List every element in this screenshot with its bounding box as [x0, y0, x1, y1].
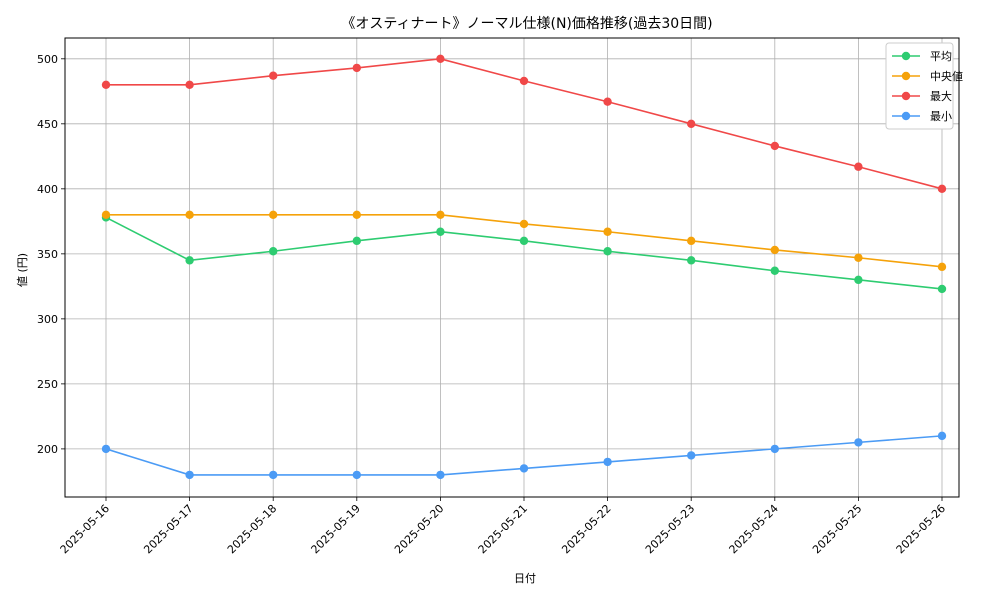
data-point	[687, 256, 696, 265]
y-tick-label: 300	[37, 313, 58, 326]
data-point	[269, 247, 278, 256]
data-point	[352, 236, 361, 246]
series-3	[101, 431, 947, 480]
data-point	[937, 284, 947, 294]
data-point	[185, 210, 194, 220]
data-point	[269, 71, 278, 80]
data-point	[436, 227, 445, 236]
data-point	[519, 236, 529, 246]
data-point	[352, 63, 361, 73]
data-point	[269, 470, 278, 480]
data-point	[352, 470, 361, 480]
grid-layer	[65, 38, 959, 497]
data-point	[352, 210, 361, 220]
data-point	[603, 457, 612, 467]
data-point	[101, 444, 111, 454]
data-point	[436, 470, 445, 480]
data-point	[854, 275, 863, 285]
x-tick-label: 2025-05-21	[476, 502, 530, 556]
data-point	[770, 444, 779, 454]
legend-label: 中央値	[930, 70, 963, 83]
legend-swatch-marker	[901, 91, 911, 101]
data-point	[603, 97, 612, 106]
series-layer	[101, 54, 947, 480]
data-point	[185, 470, 194, 480]
x-axis-label: 日付	[514, 572, 536, 585]
x-tick-label: 2025-05-19	[309, 502, 363, 556]
chart-title: 《オスティナート》ノーマル仕様(N)価格推移(過去30日間)	[341, 16, 712, 32]
data-point	[603, 227, 612, 236]
data-point	[770, 141, 779, 151]
x-tick-label: 2025-05-26	[894, 502, 948, 556]
data-point	[937, 431, 947, 441]
y-tick-label: 350	[37, 248, 58, 261]
legend-label: 最小	[930, 110, 952, 123]
data-point	[519, 76, 529, 86]
data-point	[519, 219, 529, 229]
data-point	[937, 184, 947, 194]
x-tick-label: 2025-05-22	[559, 502, 613, 556]
x-tick-label: 2025-05-24	[727, 502, 781, 556]
y-tick-label: 400	[37, 183, 58, 196]
data-point	[854, 438, 863, 447]
legend-swatch-marker	[901, 111, 911, 121]
data-point	[101, 210, 111, 220]
data-point	[770, 245, 779, 255]
data-point	[937, 262, 947, 272]
data-point	[185, 256, 194, 265]
legend-label: 最大	[930, 89, 952, 103]
y-tick-label: 450	[37, 118, 58, 131]
plot-area-frame	[64, 37, 960, 498]
y-axis: 200 250 300 350 400 450 500	[37, 53, 65, 456]
x-tick-label: 2025-05-18	[225, 502, 279, 556]
legend-swatch-marker	[901, 71, 911, 81]
legend-swatch-marker	[901, 51, 911, 61]
data-point	[854, 162, 863, 171]
y-tick-label: 250	[37, 378, 58, 391]
data-point	[436, 54, 445, 64]
x-tick-label: 2025-05-20	[392, 502, 446, 556]
x-tick-label: 2025-05-17	[141, 502, 195, 556]
y-tick-label: 500	[37, 53, 58, 66]
y-axis-label: 値 (円)	[16, 253, 29, 287]
data-point	[687, 119, 696, 129]
data-point	[436, 210, 445, 220]
data-point	[854, 253, 863, 262]
series-2	[101, 54, 947, 194]
legend-label: 平均	[930, 50, 952, 63]
x-tick-label: 2025-05-25	[810, 502, 864, 556]
data-point	[770, 266, 779, 275]
x-tick-label: 2025-05-23	[643, 502, 697, 556]
data-point	[687, 236, 696, 246]
data-point	[185, 80, 194, 90]
data-point	[519, 464, 529, 473]
series-1	[101, 210, 947, 272]
data-point	[101, 80, 111, 90]
data-point	[269, 210, 278, 220]
x-tick-label: 2025-05-16	[58, 502, 112, 556]
y-tick-label: 200	[37, 443, 58, 456]
data-point	[687, 451, 696, 460]
x-axis: 2025-05-16 2025-05-17 2025-05-18 2025-05-19…	[58, 497, 948, 556]
data-point	[603, 247, 612, 256]
legend-box	[885, 42, 954, 130]
